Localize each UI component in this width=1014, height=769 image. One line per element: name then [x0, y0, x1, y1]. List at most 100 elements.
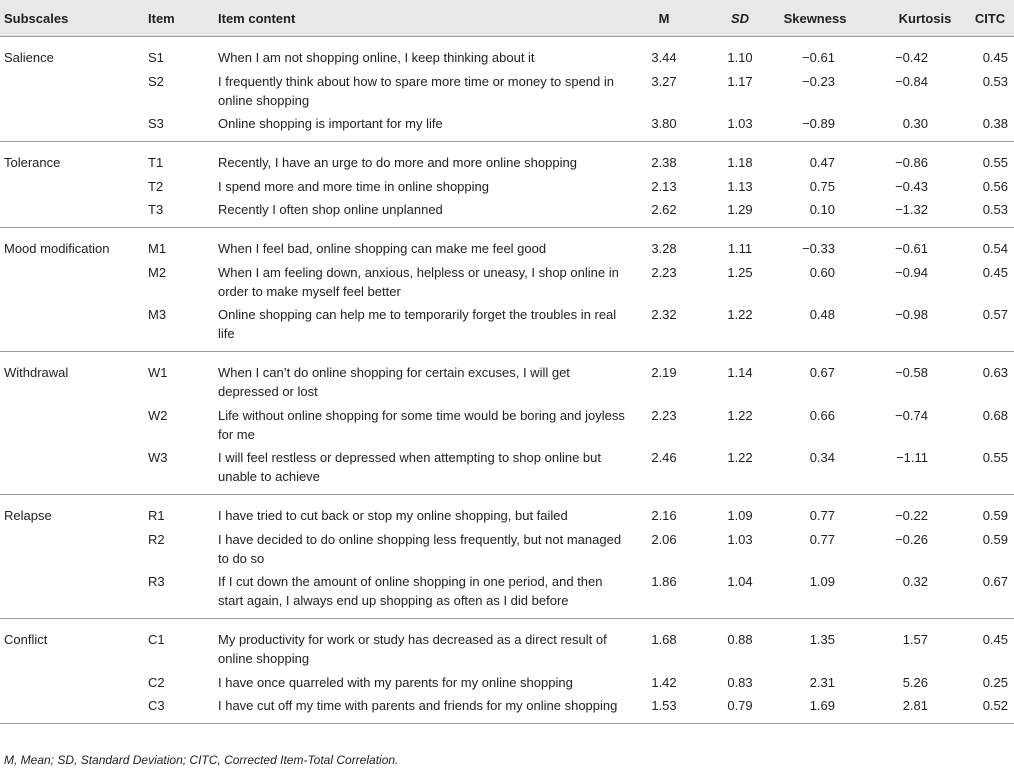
citc: 0.54: [982, 241, 1008, 256]
skewness: 0.66: [809, 407, 835, 423]
table-row: Recently I often shop online unplanned T3…: [0, 200, 1014, 219]
kurtosis: −0.74: [895, 407, 928, 423]
skewness: −0.23: [802, 73, 835, 89]
table-row: I have cut off my time with parents and …: [0, 696, 1014, 715]
item-code: T2: [148, 178, 164, 194]
skewness: 0.10: [809, 202, 835, 217]
sd: 1.09: [727, 508, 753, 523]
sd: 1.18: [727, 155, 753, 170]
mean: 2.19: [651, 365, 677, 380]
item-code: M1: [148, 241, 167, 256]
kurtosis: 0.32: [902, 574, 928, 589]
table-row: I have tried to cut back or stop my onli…: [0, 506, 1014, 525]
item-content: Recently, I have an urge to do more and …: [218, 155, 577, 170]
column-header: Item content: [218, 11, 296, 26]
column-header: Skewness: [783, 11, 847, 26]
citc: 0.45: [982, 264, 1008, 280]
table-row: Recently, I have an urge to do more and …: [0, 153, 1014, 172]
table-row: I spend more and more time in online sho…: [0, 177, 1014, 196]
item-content: I have cut off my time with parents and …: [218, 698, 618, 713]
citc: 0.38: [982, 116, 1008, 131]
citc: 0.53: [982, 73, 1008, 89]
subscale-group: Tolerance Recently, I have an urge to do …: [0, 142, 1014, 228]
item-code: S1: [148, 50, 164, 65]
item-content: Life without online shopping for some ti…: [218, 407, 625, 442]
sd: 1.22: [727, 307, 753, 322]
item-content: My productivity for work or study has de…: [218, 632, 607, 666]
skewness: −0.33: [802, 241, 835, 256]
skewness: −0.89: [802, 116, 835, 131]
kurtosis: −0.22: [895, 508, 928, 523]
item-code: T1: [148, 155, 164, 170]
subscale-name: Tolerance: [4, 155, 61, 170]
mean: 2.13: [651, 178, 677, 194]
citc: 0.57: [982, 307, 1008, 322]
citc: 0.63: [982, 365, 1008, 380]
skewness: 0.75: [809, 178, 835, 194]
column-header: Item: [148, 11, 175, 26]
mean: 3.44: [651, 50, 677, 65]
citc: 0.56: [982, 178, 1008, 194]
table-row: When I can’t do online shopping for cert…: [0, 363, 1014, 401]
item-code: M2: [148, 264, 167, 280]
item-code: W1: [148, 365, 168, 380]
sd: 1.25: [727, 264, 753, 280]
subscale-name: Salience: [4, 50, 54, 65]
table-header: Subscales Item Item content M SD Skewness Kurt…: [0, 0, 1014, 37]
item-content: I have once quarreled with my parents fo…: [218, 674, 573, 690]
skewness: 0.67: [809, 365, 835, 380]
citc: 0.55: [982, 155, 1008, 170]
kurtosis: 5.26: [902, 674, 928, 690]
sd: 1.13: [727, 178, 753, 194]
item-content: When I am not shopping online, I keep th…: [218, 50, 535, 65]
citc: 0.25: [982, 674, 1008, 690]
subscale-name: Conflict: [4, 632, 48, 647]
footnote: M, Mean; SD, Standard Deviation; CITC, C…: [4, 753, 399, 767]
mean: 2.38: [651, 155, 677, 170]
sd: 1.04: [727, 574, 753, 589]
skewness: 1.35: [809, 632, 835, 647]
item-code: T3: [148, 202, 164, 217]
item-code: S3: [148, 116, 164, 131]
sd: 1.03: [727, 531, 753, 547]
mean: 2.23: [651, 407, 677, 423]
item-code: C2: [148, 674, 165, 690]
skewness: 0.47: [809, 155, 835, 170]
citc: 0.45: [982, 632, 1008, 647]
citc: 0.59: [982, 531, 1008, 547]
sd: 1.22: [727, 407, 753, 423]
sd: 1.03: [727, 116, 753, 131]
item-content: When I feel bad, online shopping can mak…: [218, 241, 547, 256]
sd: 1.22: [727, 450, 753, 465]
subscale-name: Withdrawal: [4, 365, 69, 380]
item-code: R3: [148, 574, 165, 589]
item-content: If I cut down the amount of online shopp…: [218, 574, 603, 608]
citc: 0.45: [982, 50, 1008, 65]
mean: 2.06: [651, 531, 677, 547]
sd: 1.29: [727, 202, 753, 217]
kurtosis: −0.58: [895, 365, 928, 380]
mean: 2.32: [651, 307, 677, 322]
skewness: 1.69: [809, 698, 835, 713]
citc: 0.52: [982, 698, 1008, 713]
item-content: When I am feeling down, anxious, helples…: [218, 264, 619, 299]
item-content: I have tried to cut back or stop my onli…: [218, 508, 568, 523]
kurtosis: −1.32: [895, 202, 928, 217]
table-row: I will feel restless or depressed when a…: [0, 448, 1014, 486]
mean: 2.62: [651, 202, 677, 217]
mean: 1.53: [651, 698, 677, 713]
item-code: C1: [148, 632, 165, 647]
kurtosis: 2.81: [902, 698, 928, 713]
skewness: 2.31: [809, 674, 835, 690]
skewness: 0.77: [809, 531, 835, 547]
item-content: I have decided to do online shopping les…: [218, 531, 622, 566]
table-body: Salience When I am not shopping online, I…: [0, 37, 1014, 724]
item-content: When I can’t do online shopping for cert…: [218, 365, 570, 399]
mean: 3.28: [651, 241, 677, 256]
skewness: −0.61: [802, 50, 835, 65]
subscale-group: Conflict My productivity for work or stud…: [0, 619, 1014, 724]
item-content: I will feel restless or depressed when a…: [218, 450, 601, 484]
item-code: R1: [148, 508, 165, 523]
table-row: When I am not shopping online, I keep th…: [0, 48, 1014, 67]
